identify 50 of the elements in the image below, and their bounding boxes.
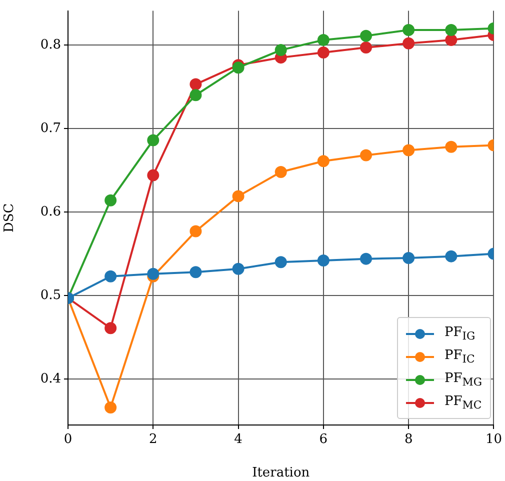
- y-tick-label: 0.8: [40, 37, 61, 52]
- point: [274, 44, 287, 56]
- point: [445, 34, 458, 46]
- x-tick-label: 4: [234, 432, 242, 448]
- point: [190, 225, 202, 238]
- y-axis-title: DSC: [2, 203, 18, 233]
- point: [402, 37, 415, 50]
- point: [232, 190, 244, 202]
- x-tick-label: 2: [149, 432, 158, 448]
- point: [445, 24, 458, 36]
- x-tick-label: 10: [485, 432, 502, 448]
- point: [360, 149, 372, 162]
- point: [445, 140, 458, 153]
- point: [360, 42, 372, 54]
- point: [232, 62, 244, 74]
- point: [445, 250, 458, 262]
- y-tick-label: 0.6: [40, 204, 61, 220]
- point: [360, 30, 372, 42]
- point: [317, 46, 330, 59]
- point: [402, 252, 415, 264]
- point: [402, 144, 415, 156]
- point: [360, 252, 372, 265]
- point: [317, 155, 330, 168]
- point: [190, 266, 202, 278]
- point: [104, 270, 117, 282]
- point: [317, 254, 330, 266]
- point: [147, 169, 160, 182]
- x-tick-label: 6: [319, 432, 328, 448]
- legend-label: PF$_{MC}$: [444, 394, 482, 412]
- point: [104, 401, 117, 414]
- x-tick-label: 8: [404, 432, 413, 448]
- point: [317, 34, 330, 46]
- point: [232, 262, 244, 275]
- legend-label: PF$_{MG}$: [444, 370, 482, 388]
- point: [190, 78, 202, 90]
- point: [104, 194, 117, 206]
- point: [274, 166, 287, 178]
- x-axis-title: Iteration: [252, 466, 310, 481]
- point: [402, 24, 415, 36]
- point: [274, 256, 287, 268]
- y-tick-label: 0.7: [40, 120, 61, 136]
- point: [147, 268, 160, 280]
- legend-label: PF$_{IC}$: [444, 348, 475, 366]
- legend-label: PF$_{IG}$: [444, 324, 476, 342]
- point: [104, 322, 117, 334]
- x-tick-label: 0: [64, 432, 72, 448]
- y-tick-label: 0.4: [40, 371, 61, 386]
- y-tick-label: 0.5: [40, 288, 61, 303]
- point: [147, 134, 160, 146]
- point: [190, 89, 202, 102]
